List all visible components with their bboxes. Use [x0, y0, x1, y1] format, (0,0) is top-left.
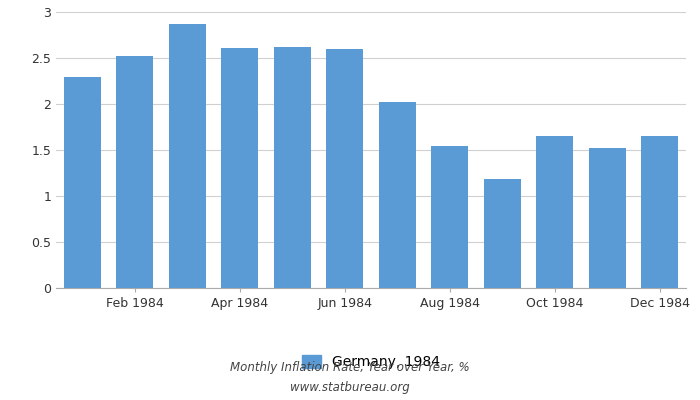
Bar: [169, 24, 206, 288]
Bar: [589, 148, 626, 288]
Bar: [379, 102, 416, 288]
Bar: [326, 49, 363, 288]
Bar: [641, 136, 678, 288]
Bar: [536, 136, 573, 288]
Text: www.statbureau.org: www.statbureau.org: [290, 382, 410, 394]
Bar: [274, 47, 311, 288]
Bar: [484, 178, 521, 288]
Bar: [221, 48, 258, 288]
Bar: [64, 77, 101, 288]
Legend: Germany, 1984: Germany, 1984: [302, 355, 440, 369]
Bar: [116, 56, 153, 288]
Text: Monthly Inflation Rate, Year over Year, %: Monthly Inflation Rate, Year over Year, …: [230, 362, 470, 374]
Bar: [431, 146, 468, 288]
